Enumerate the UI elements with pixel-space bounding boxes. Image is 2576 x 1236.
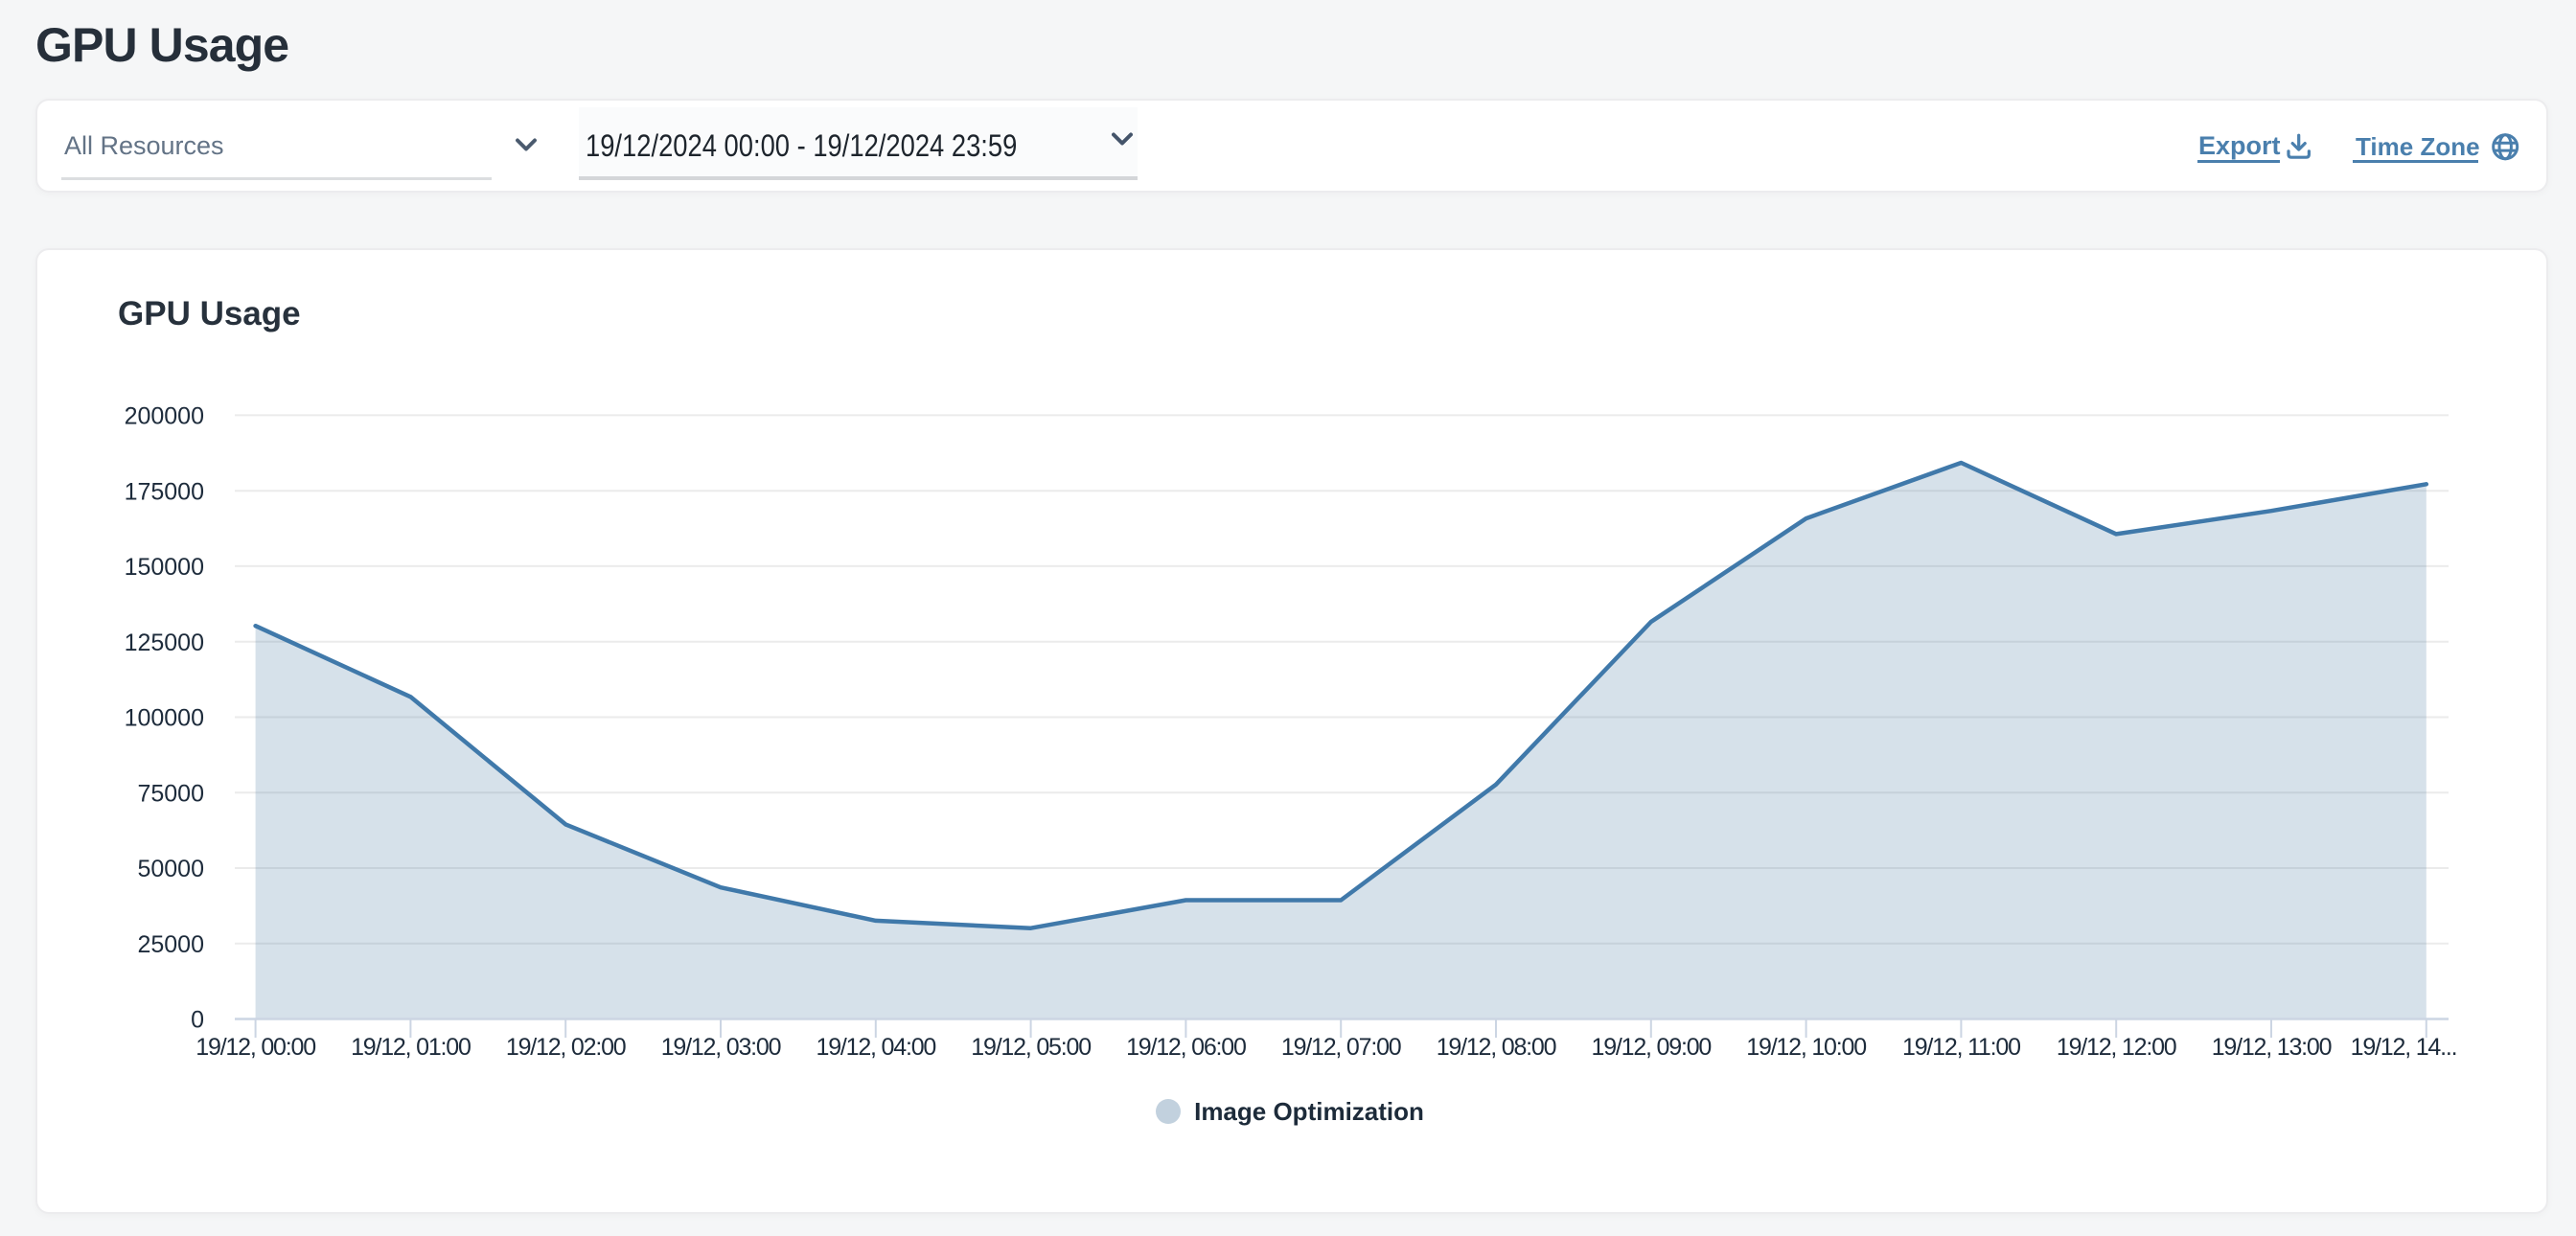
svg-text:19/12, 12:00: 19/12, 12:00 [2057,1034,2176,1061]
svg-text:19/12, 14...: 19/12, 14... [2351,1034,2457,1061]
svg-text:19/12, 06:00: 19/12, 06:00 [1126,1034,1246,1061]
svg-text:19/12, 08:00: 19/12, 08:00 [1437,1034,1556,1061]
svg-text:50000: 50000 [137,856,204,882]
svg-text:19/12, 10:00: 19/12, 10:00 [1746,1034,1866,1061]
svg-text:175000: 175000 [125,478,204,505]
svg-text:19/12, 09:00: 19/12, 09:00 [1591,1034,1711,1061]
svg-text:25000: 25000 [137,931,204,958]
svg-text:200000: 200000 [125,403,204,430]
svg-text:150000: 150000 [125,554,204,581]
svg-text:19/12, 13:00: 19/12, 13:00 [2212,1034,2332,1061]
svg-text:19/12, 05:00: 19/12, 05:00 [971,1034,1091,1061]
svg-text:19/12, 04:00: 19/12, 04:00 [816,1034,935,1061]
svg-text:19/12, 00:00: 19/12, 00:00 [196,1034,315,1061]
svg-text:19/12, 03:00: 19/12, 03:00 [661,1034,781,1061]
svg-text:19/12, 11:00: 19/12, 11:00 [1902,1034,2020,1061]
svg-text:100000: 100000 [125,705,204,732]
svg-text:19/12, 01:00: 19/12, 01:00 [351,1034,471,1061]
svg-text:75000: 75000 [137,780,204,807]
svg-text:125000: 125000 [125,629,204,656]
svg-text:19/12, 02:00: 19/12, 02:00 [506,1034,626,1061]
svg-text:19/12, 07:00: 19/12, 07:00 [1281,1034,1401,1061]
svg-text:0: 0 [191,1007,204,1034]
